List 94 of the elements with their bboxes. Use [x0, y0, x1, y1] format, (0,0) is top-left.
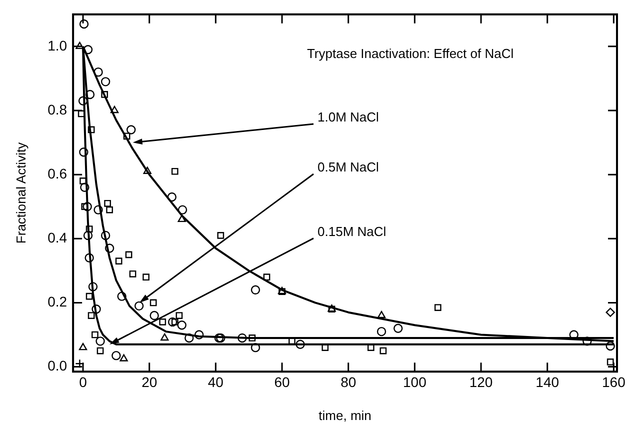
point	[394, 324, 403, 333]
point	[79, 19, 89, 29]
point	[376, 326, 386, 336]
x-axis-title: time, min	[318, 408, 372, 423]
point	[178, 214, 186, 222]
point	[250, 342, 260, 352]
point	[79, 148, 88, 157]
point	[142, 274, 150, 281]
point	[92, 304, 101, 314]
point	[250, 285, 260, 295]
point	[322, 344, 329, 351]
point	[83, 230, 93, 240]
point	[88, 282, 98, 292]
x-tick-label: 20	[142, 374, 158, 390]
point	[296, 340, 305, 349]
point	[104, 244, 114, 253]
point	[125, 251, 132, 258]
point	[88, 312, 95, 319]
point	[92, 331, 98, 338]
point	[129, 270, 136, 278]
point	[606, 341, 615, 351]
point	[86, 226, 93, 232]
point	[380, 347, 387, 354]
point	[83, 45, 93, 54]
point	[80, 178, 86, 184]
point	[606, 308, 615, 317]
point	[96, 336, 105, 346]
point	[86, 292, 93, 300]
x-tick-label: 40	[208, 374, 224, 390]
point	[150, 310, 159, 320]
point	[143, 166, 152, 174]
x-tick-label: 140	[536, 374, 560, 390]
x-tick-label: 120	[469, 374, 493, 390]
text: Tryptase Inactivation: Effect of NaCl	[306, 46, 514, 61]
y-tick-label: 0.8	[48, 101, 68, 118]
point	[106, 206, 113, 214]
point	[123, 132, 130, 140]
point	[171, 168, 178, 175]
point	[115, 258, 122, 265]
point	[100, 77, 110, 86]
point	[248, 334, 256, 342]
point	[606, 358, 614, 366]
point	[160, 333, 169, 341]
y-tick-label: 0.2	[48, 294, 68, 310]
annotation: 1.0M NaCl	[318, 110, 380, 125]
point	[110, 106, 119, 114]
x-tick-label: 100	[403, 374, 427, 390]
point	[85, 90, 95, 100]
y-tick-label: 0.6	[48, 165, 68, 182]
point	[104, 200, 111, 207]
y-axis-title: Fractional Activity	[13, 142, 28, 244]
point	[112, 350, 121, 360]
point	[434, 304, 442, 311]
point	[120, 354, 128, 362]
point	[377, 310, 386, 318]
point	[80, 182, 90, 192]
point	[176, 312, 183, 319]
annotation: 0.15M NaCl	[318, 224, 386, 239]
point	[94, 67, 103, 77]
point	[263, 274, 270, 281]
x-tick-label: 0	[79, 374, 88, 390]
point	[168, 317, 178, 327]
point	[184, 333, 194, 343]
x-tick-label: 60	[274, 374, 290, 390]
point	[194, 330, 204, 340]
point	[100, 230, 110, 240]
point	[217, 232, 224, 239]
point	[96, 347, 104, 354]
point	[78, 342, 88, 350]
point	[134, 301, 144, 311]
point	[76, 42, 84, 50]
annotation: 0.5M NaCl	[318, 160, 380, 175]
point	[82, 202, 92, 212]
y-tick-label: 0.0	[48, 358, 68, 374]
y-tick-label: 0.4	[48, 230, 68, 246]
point	[150, 299, 157, 306]
point	[117, 292, 126, 301]
point	[159, 318, 166, 326]
x-tick-label: 80	[340, 374, 356, 390]
point	[78, 96, 88, 106]
point	[78, 110, 85, 118]
y-tick-label: 1.0	[48, 37, 68, 54]
point	[177, 320, 186, 330]
point	[171, 318, 178, 326]
point	[84, 253, 94, 262]
point	[367, 344, 374, 351]
x-tick-label: 160	[602, 374, 626, 390]
point	[94, 205, 103, 214]
point	[167, 192, 176, 202]
point	[238, 333, 247, 343]
point	[178, 205, 188, 214]
point	[126, 125, 136, 134]
point	[88, 126, 95, 134]
point	[101, 91, 108, 98]
